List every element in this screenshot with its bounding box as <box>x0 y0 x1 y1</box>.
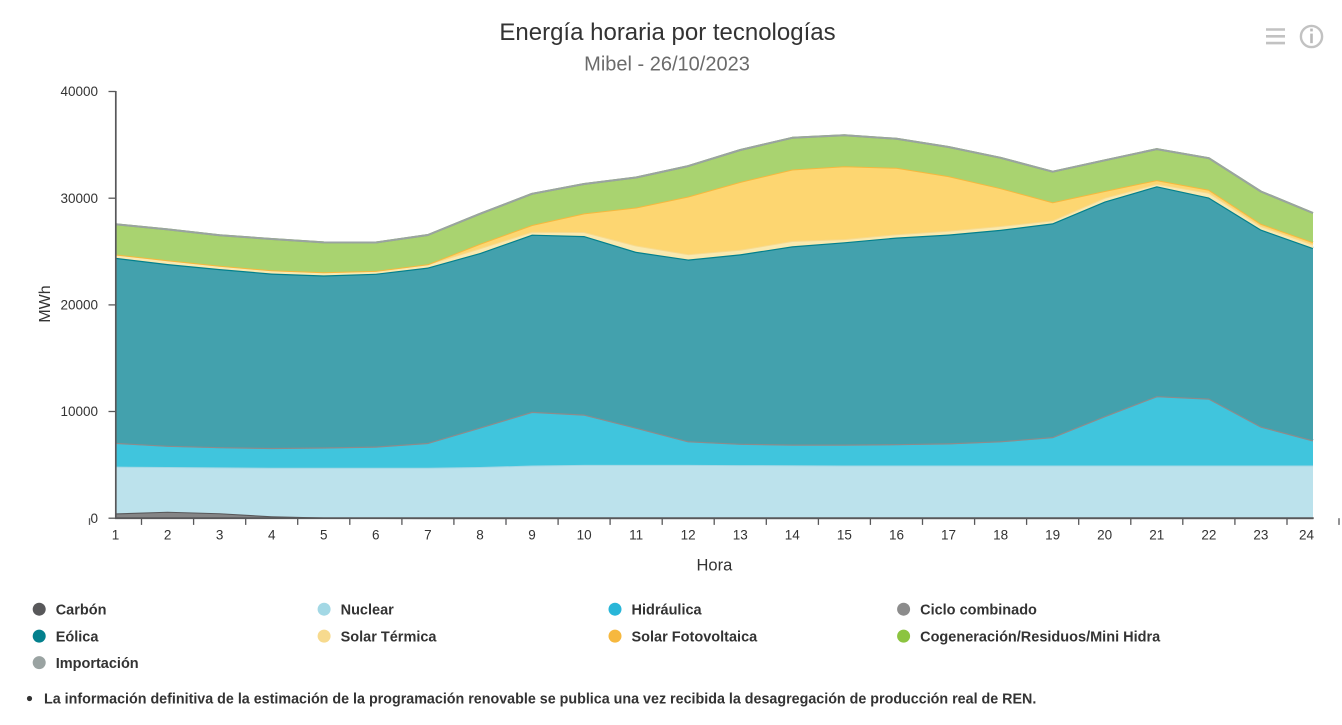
svg-text:Cogeneración/Residuos/Mini Hid: Cogeneración/Residuos/Mini Hidra <box>920 629 1161 645</box>
svg-text:Mibel - 26/10/2023: Mibel - 26/10/2023 <box>584 53 750 75</box>
svg-text:19: 19 <box>1045 527 1060 542</box>
svg-text:20: 20 <box>1097 527 1112 542</box>
svg-text:Hidráulica: Hidráulica <box>632 602 703 618</box>
svg-text:Carbón: Carbón <box>56 602 107 618</box>
svg-text:16: 16 <box>889 527 904 542</box>
svg-text:11: 11 <box>629 527 643 542</box>
svg-text:14: 14 <box>785 527 801 542</box>
svg-text:Importación: Importación <box>56 656 139 672</box>
svg-text:24: 24 <box>1299 527 1315 542</box>
svg-text:17: 17 <box>941 527 956 542</box>
svg-text:8: 8 <box>476 527 484 542</box>
svg-text:Ciclo combinado: Ciclo combinado <box>920 602 1037 618</box>
svg-text:Energía horaria por tecnología: Energía horaria por tecnologías <box>499 19 835 46</box>
svg-text:10000: 10000 <box>60 404 98 419</box>
svg-text:Solar Térmica: Solar Térmica <box>341 629 438 645</box>
svg-text:9: 9 <box>528 527 536 542</box>
svg-text:Eólica: Eólica <box>56 629 100 645</box>
svg-text:21: 21 <box>1149 527 1164 542</box>
svg-text:5: 5 <box>320 527 328 542</box>
svg-text:18: 18 <box>993 527 1008 542</box>
svg-text:3: 3 <box>216 527 224 542</box>
svg-text:15: 15 <box>837 527 852 542</box>
svg-text:40000: 40000 <box>60 84 98 99</box>
svg-text:7: 7 <box>424 527 432 542</box>
svg-text:Nuclear: Nuclear <box>341 602 395 618</box>
svg-text:MWh: MWh <box>37 285 54 322</box>
svg-text:6: 6 <box>372 527 380 542</box>
svg-text:0: 0 <box>90 511 98 526</box>
svg-text:4: 4 <box>268 527 276 542</box>
svg-text:23: 23 <box>1253 527 1268 542</box>
svg-text:Hora: Hora <box>697 556 734 574</box>
svg-text:30000: 30000 <box>60 191 98 206</box>
svg-text:12: 12 <box>681 527 696 542</box>
svg-text:La información definitiva de l: La información definitiva de la estimaci… <box>44 692 1036 708</box>
svg-text:22: 22 <box>1201 527 1216 542</box>
svg-text:13: 13 <box>733 527 748 542</box>
svg-text:1: 1 <box>112 527 120 542</box>
svg-text:10: 10 <box>577 527 592 542</box>
svg-text:2: 2 <box>164 527 172 542</box>
svg-text:Solar Fotovoltaica: Solar Fotovoltaica <box>632 629 759 645</box>
svg-text:20000: 20000 <box>60 298 98 313</box>
